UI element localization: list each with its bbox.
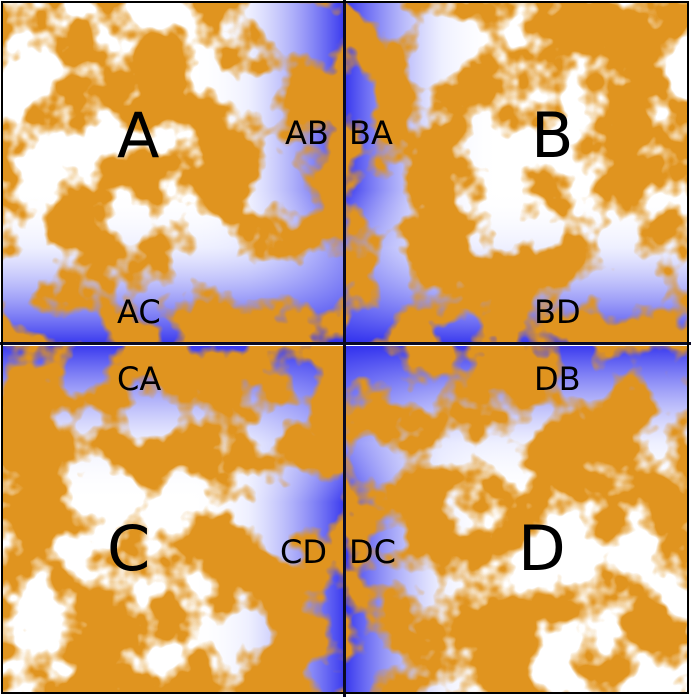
region-a-label: A: [117, 99, 160, 172]
boundary-dc-label: DC: [349, 533, 396, 571]
boundary-ac-label: AC: [117, 293, 161, 331]
boundary-cd-label: CD: [280, 533, 327, 571]
boundary-ab-label: AB: [285, 114, 329, 152]
orange-noise: [3, 3, 344, 343]
orange-noise: [3, 346, 344, 693]
region-d-label: D: [518, 512, 566, 585]
horizontal-divider: [0, 342, 691, 345]
region-a-texture: [3, 3, 344, 343]
region-b-label: B: [531, 99, 574, 172]
boundary-ba-label: BA: [349, 114, 393, 152]
region-c-label: C: [107, 512, 151, 585]
boundary-ca-label: CA: [117, 360, 162, 398]
boundary-db-label: DB: [534, 360, 581, 398]
orange-noise: [346, 346, 689, 693]
vertical-divider: [343, 0, 346, 697]
boundary-bd-label: BD: [534, 293, 581, 331]
orange-noise: [346, 3, 689, 343]
region-b-texture: [346, 3, 689, 343]
region-c-texture: [3, 346, 344, 693]
region-d-texture: [346, 346, 689, 693]
